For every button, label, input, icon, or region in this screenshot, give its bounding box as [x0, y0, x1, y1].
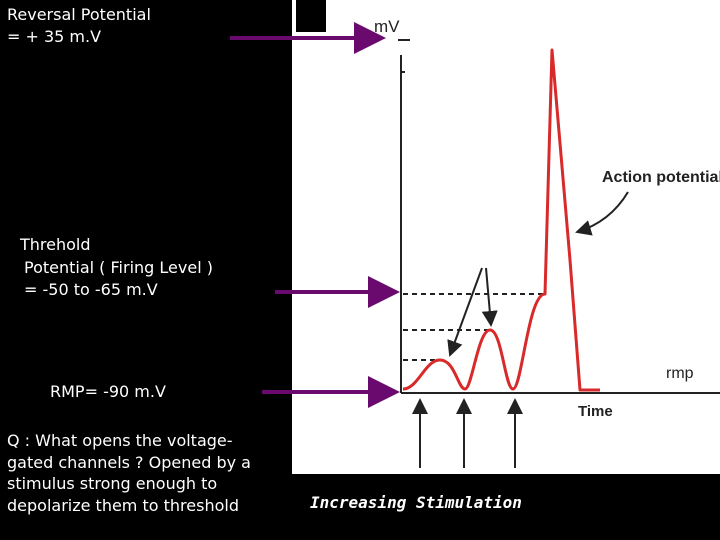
threshold-label-2: Potential ( Firing Level ): [24, 258, 213, 277]
membrane-potential-curve: [402, 48, 600, 392]
label-pointer-2: [481, 267, 498, 327]
threshold-label-1: Threhold: [20, 235, 91, 254]
diagram-panel: [292, 0, 720, 474]
reversal-label-1: Reversal Potential: [7, 5, 151, 24]
increasing-stimulation-label: Increasing Stimulation: [310, 493, 522, 512]
question-text: Q : What opens the voltage-gated channel…: [7, 431, 251, 515]
rmp-label: rmp: [666, 365, 694, 382]
action-potential-pointer: [575, 191, 629, 236]
reversal-label-2: = + 35 m.V: [7, 27, 102, 46]
x-axis-label: Time: [578, 403, 613, 420]
y-axis-label: mV: [374, 17, 400, 36]
rmp-annotation: RMP= -90 m.V: [50, 382, 166, 401]
action-potential-label: Action potential: [602, 169, 720, 186]
threshold-label-3: = -50 to -65 m.V: [24, 280, 158, 299]
black-box: [296, 0, 326, 32]
label-pointer-1: [447, 267, 483, 357]
